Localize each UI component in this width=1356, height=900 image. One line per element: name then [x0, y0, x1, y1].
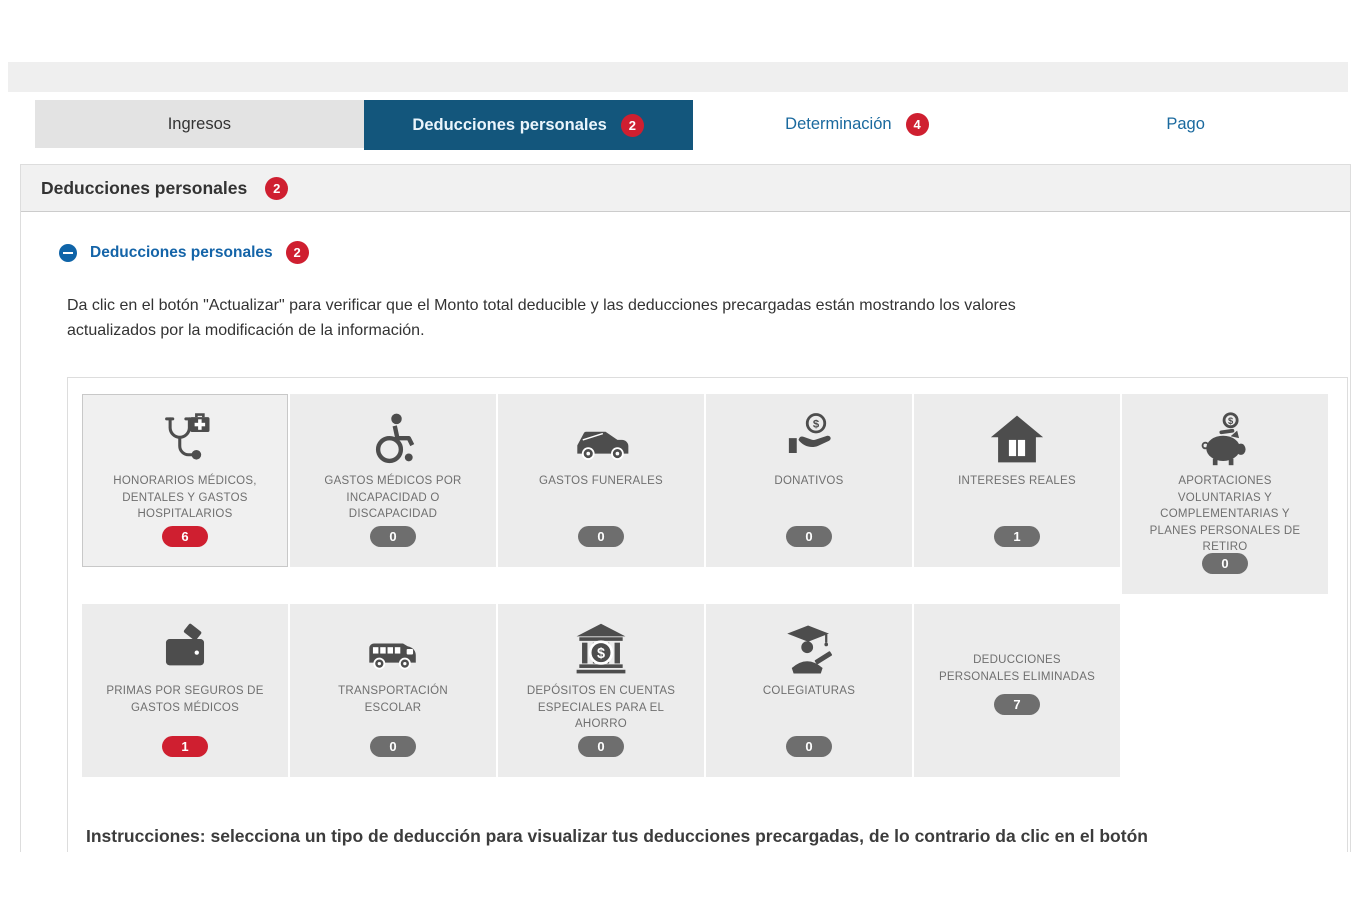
deduction-tile-label: APORTACIONES VOLUNTARIAS Y COMPLEMENTARI…: [1149, 475, 1301, 553]
graduate-icon: [707, 619, 911, 679]
collapse-section-toggle[interactable]: Deducciones personales 2: [59, 241, 309, 264]
deduction-count-badge: 0: [578, 526, 624, 547]
tab-pago[interactable]: Pago: [1021, 100, 1350, 148]
toolbar-strip: [8, 62, 1348, 92]
deduction-tile-2-2[interactable]: TRANSPORTACIÓN ESCOLAR 0: [290, 604, 496, 777]
tab-ingresos-label: Ingresos: [167, 114, 232, 133]
piggy-bank-icon: $: [1123, 409, 1327, 469]
deduction-count-badge: 0: [1202, 553, 1248, 574]
house-icon: [915, 409, 1119, 469]
deduction-tile-1-2[interactable]: GASTOS MÉDICOS POR INCAPACIDAD O DISCAPA…: [290, 394, 496, 567]
deduction-tiles-box: HONORARIOS MÉDICOS, DENTALES Y GASTOS HO…: [67, 377, 1348, 852]
tab-deducciones-personales[interactable]: Deducciones personales 2: [363, 100, 693, 150]
svg-text:$: $: [1228, 416, 1234, 426]
svg-text:$: $: [597, 646, 605, 662]
deduction-tile-2-3[interactable]: $ DEPÓSITOS EN CUENTAS ESPECIALES PARA E…: [498, 604, 704, 777]
panel-title-badge: 2: [265, 176, 289, 200]
deduction-count-badge: 0: [370, 526, 416, 547]
panel-header: Deducciones personales 2: [21, 165, 1350, 212]
deducciones-panel: Deducciones personales 2 Deducciones per…: [20, 164, 1351, 852]
deduction-tile-label: DEPÓSITOS EN CUENTAS ESPECIALES PARA EL …: [526, 685, 676, 730]
deduction-tile-2-5[interactable]: DEDUCCIONES PERSONALES ELIMINADAS 7: [914, 604, 1120, 777]
deduction-count-badge: 0: [786, 736, 832, 757]
deduction-tile-1-3[interactable]: GASTOS FUNERALES 0: [498, 394, 704, 567]
deduction-count-badge: 7: [994, 694, 1040, 715]
wheelchair-icon: [291, 409, 495, 469]
tab-determinacion-label: Determinación: [785, 114, 892, 133]
deduction-tile-1-5[interactable]: INTERESES REALES 1: [914, 394, 1120, 567]
hearse-icon: [499, 409, 703, 469]
collapse-section-title: Deducciones personales: [90, 243, 273, 261]
svg-text:$: $: [813, 419, 820, 431]
deduction-count-badge: 6: [162, 526, 208, 547]
deduction-tile-1-1[interactable]: HONORARIOS MÉDICOS, DENTALES Y GASTOS HO…: [82, 394, 288, 567]
tab-deducciones-badge: 2: [620, 113, 644, 137]
deduction-count-badge: 1: [994, 526, 1040, 547]
deduction-tile-label: TRANSPORTACIÓN ESCOLAR: [338, 685, 448, 714]
deduction-tile-label: GASTOS MÉDICOS POR INCAPACIDAD O DISCAPA…: [324, 475, 462, 520]
collapse-minus-icon[interactable]: [59, 243, 77, 262]
app-viewport: Ingresos Deducciones personales 2 Determ…: [8, 62, 1351, 852]
donation-hand-icon: $: [707, 409, 911, 469]
deduction-tile-label: GASTOS FUNERALES: [539, 475, 663, 487]
tab-determinacion[interactable]: Determinación 4: [692, 100, 1022, 148]
tiles-row-2: PRIMAS POR SEGUROS DE GASTOS MÉDICOS 1 T…: [82, 604, 1333, 777]
deduction-tile-label: DONATIVOS: [774, 475, 844, 487]
deduction-tile-label: INTERESES REALES: [958, 475, 1076, 487]
school-bus-icon: [291, 619, 495, 679]
intro-text: Da clic en el botón "Actualizar" para ve…: [67, 297, 1016, 339]
deduction-tile-2-1[interactable]: PRIMAS POR SEGUROS DE GASTOS MÉDICOS 1: [82, 604, 288, 777]
wallet-icon: [83, 619, 287, 679]
deduction-count-badge: 0: [578, 736, 624, 757]
deduction-tile-label: HONORARIOS MÉDICOS, DENTALES Y GASTOS HO…: [113, 475, 257, 520]
deduction-tile-label: COLEGIATURAS: [762, 685, 856, 697]
tab-deducciones-label: Deducciones personales: [412, 115, 607, 134]
tab-ingresos[interactable]: Ingresos: [35, 100, 364, 148]
bank-icon: $: [499, 619, 703, 679]
tiles-row-1: HONORARIOS MÉDICOS, DENTALES Y GASTOS HO…: [82, 394, 1333, 594]
tab-determinacion-badge: 4: [905, 112, 929, 136]
main-tabs: Ingresos Deducciones personales 2 Determ…: [35, 100, 1350, 150]
deduction-tile-2-4[interactable]: COLEGIATURAS 0: [706, 604, 912, 777]
deduction-count-badge: 1: [162, 736, 208, 757]
deduction-tile-label: DEDUCCIONES PERSONALES ELIMINADAS: [938, 654, 1096, 683]
deduction-count-badge: 0: [370, 736, 416, 757]
deduction-tile-1-6[interactable]: $ APORTACIONES VOLUNTARIAS Y COMPLEMENTA…: [1122, 394, 1328, 594]
stethoscope-medkit-icon: [83, 409, 287, 469]
collapse-section-badge: 2: [285, 241, 309, 264]
tab-pago-label: Pago: [1166, 114, 1205, 133]
deduction-count-badge: 0: [786, 526, 832, 547]
instructions-text: Instrucciones: selecciona un tipo de ded…: [86, 826, 1148, 846]
panel-title: Deducciones personales: [41, 177, 248, 198]
deduction-tile-label: PRIMAS POR SEGUROS DE GASTOS MÉDICOS: [106, 685, 264, 714]
deduction-tile-1-4[interactable]: $ DONATIVOS 0: [706, 394, 912, 567]
